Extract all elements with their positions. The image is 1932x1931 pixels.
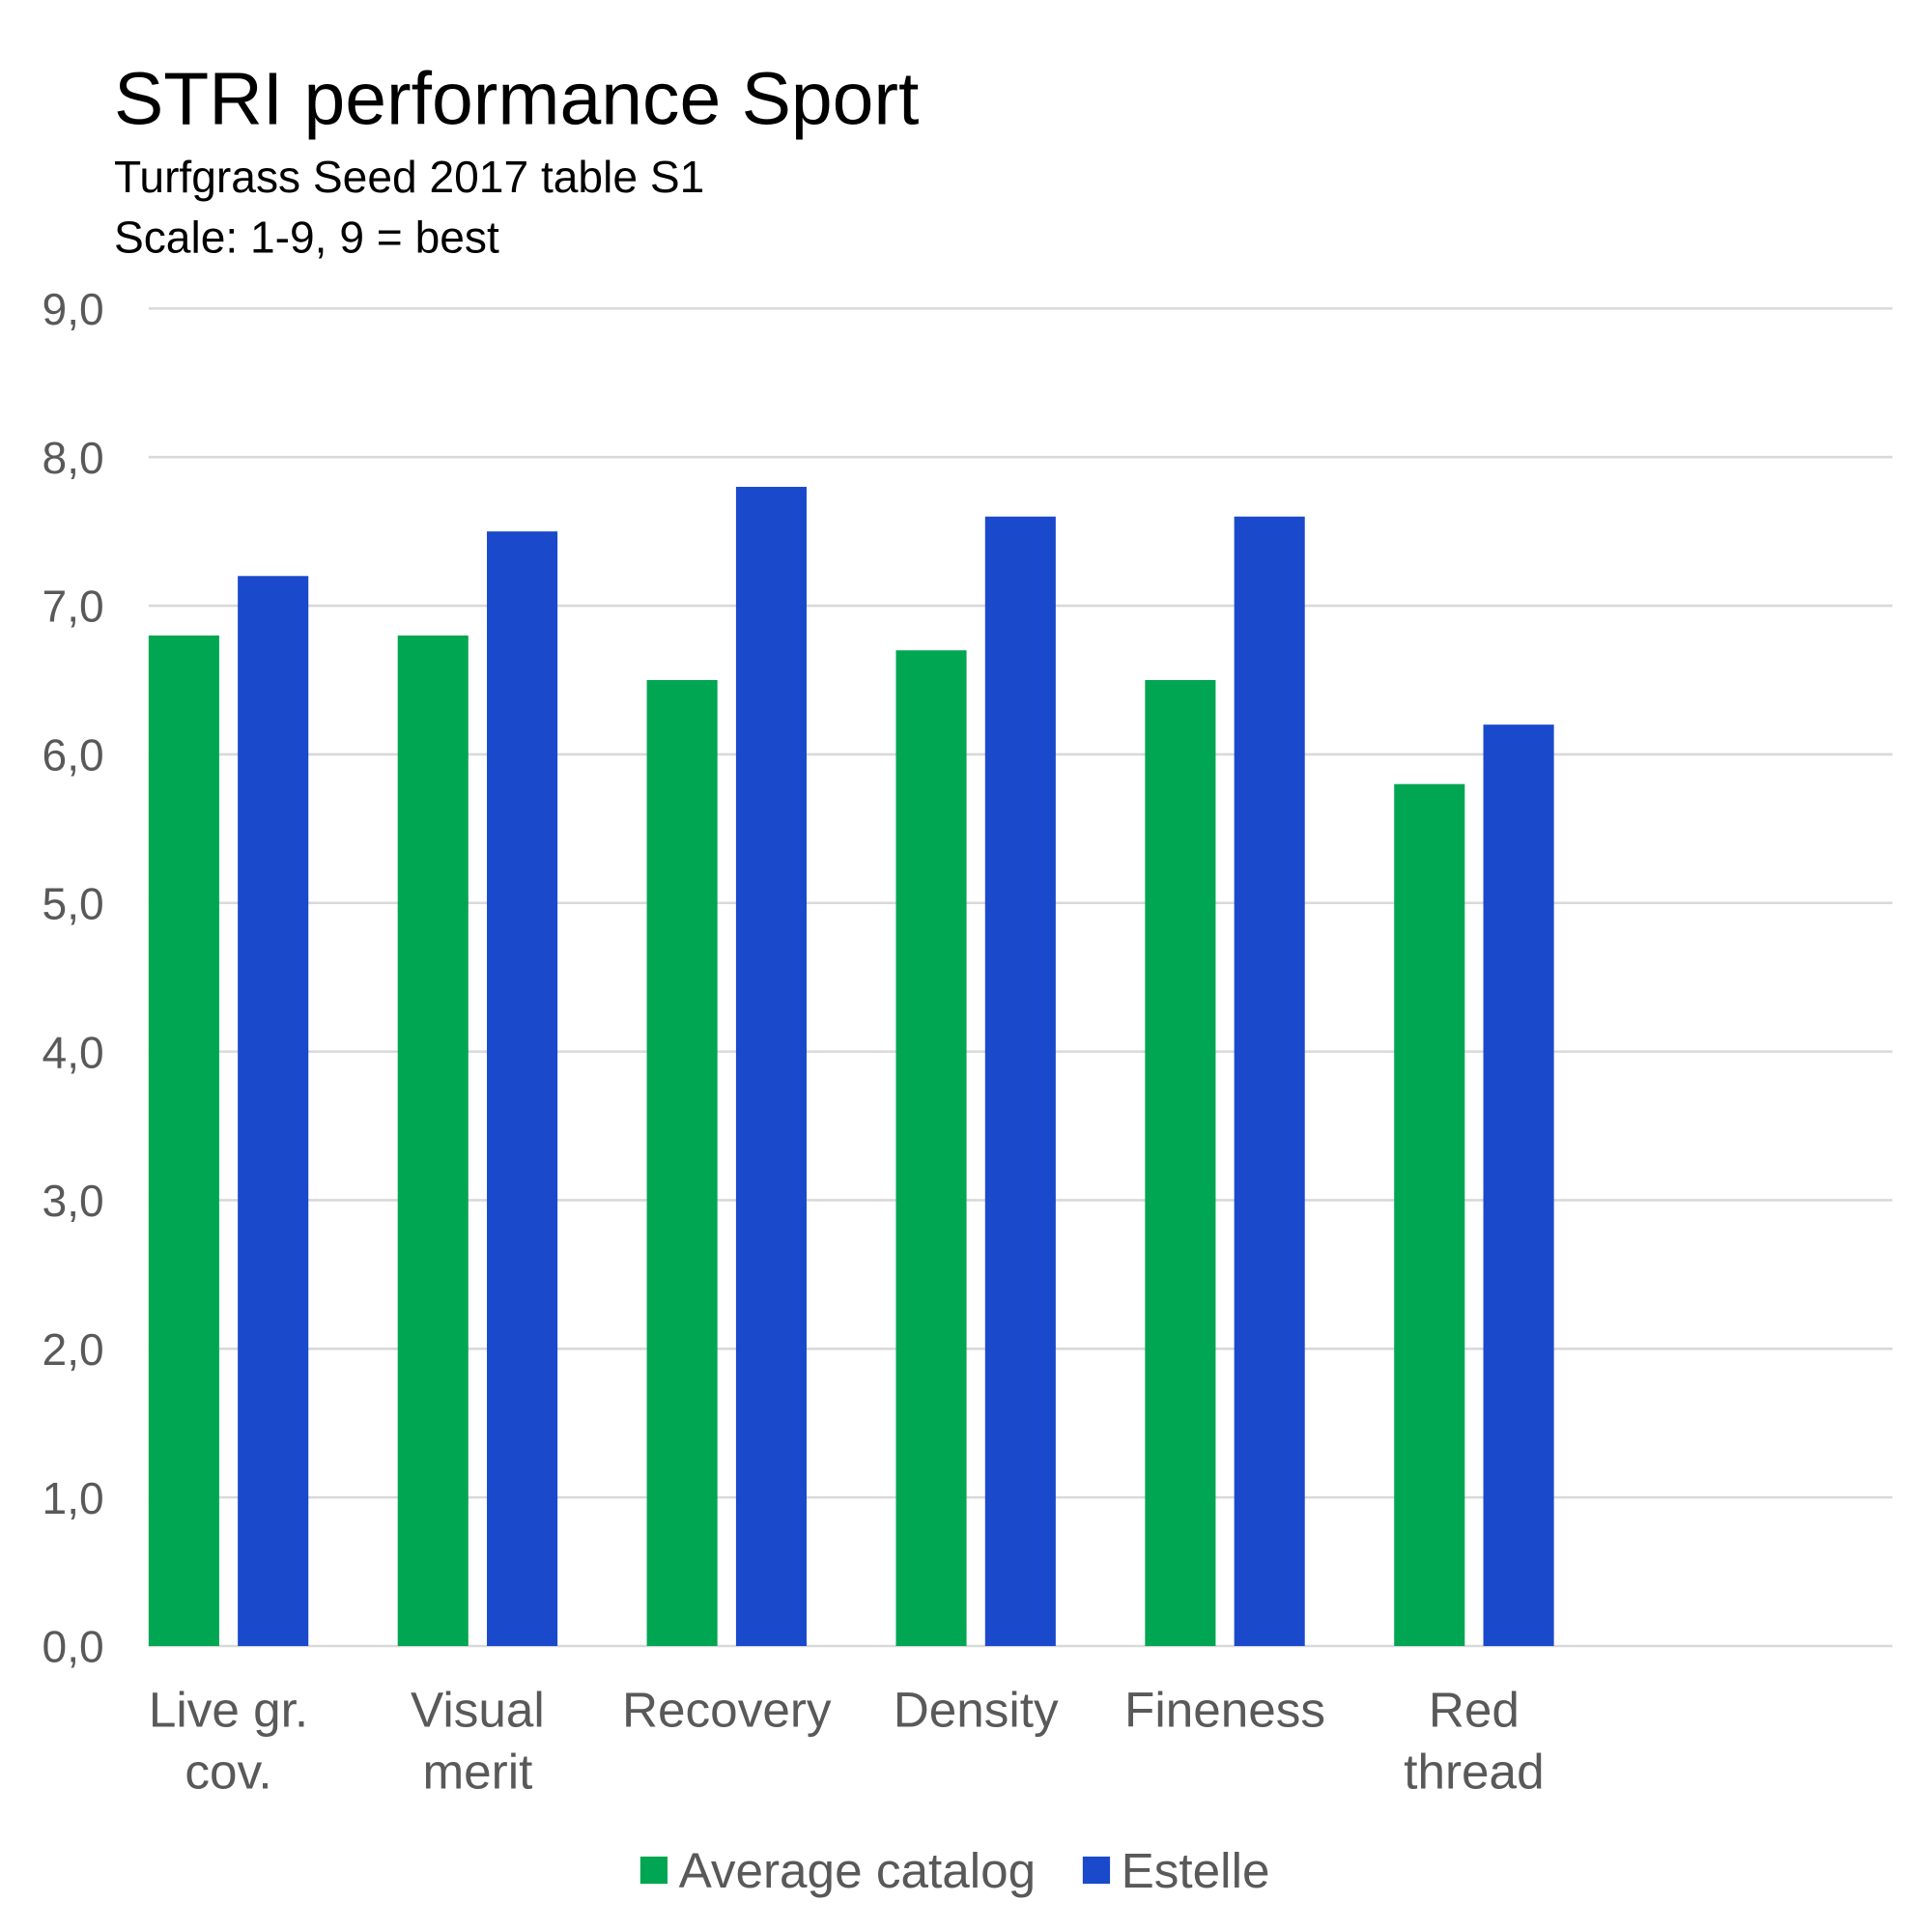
bar-average-catalog <box>1145 679 1216 1646</box>
legend-label: Estelle <box>1122 1843 1270 1898</box>
x-category-label: Visual <box>411 1682 545 1737</box>
legend-swatch <box>639 1856 668 1885</box>
chart-title: STRI performance Sport <box>114 57 919 140</box>
legend-label: Average catalog <box>679 1843 1037 1898</box>
x-category-label: Density <box>894 1682 1059 1737</box>
y-tick-label: 5,0 <box>43 878 104 928</box>
y-tick-label: 6,0 <box>43 730 104 781</box>
y-tick-label: 3,0 <box>43 1176 104 1226</box>
bar-average-catalog <box>646 679 718 1646</box>
x-category-label: merit <box>422 1744 532 1799</box>
x-category-label: Recovery <box>622 1682 832 1737</box>
legend-swatch <box>1082 1856 1111 1885</box>
bar-estelle <box>735 486 807 1646</box>
bar-estelle <box>1483 724 1554 1646</box>
y-tick-label: 9,0 <box>43 284 104 334</box>
chart-subtitle-2: Scale: 1-9, 9 = best <box>114 213 499 263</box>
bar-average-catalog <box>895 650 967 1646</box>
y-tick-label: 1,0 <box>43 1473 104 1523</box>
x-category-label: thread <box>1404 1744 1544 1799</box>
chart-subtitle-1: Turfgrass Seed 2017 table S1 <box>114 152 704 202</box>
bar-average-catalog <box>397 635 469 1646</box>
bar-estelle <box>984 516 1056 1646</box>
x-category-label: Fineness <box>1124 1682 1325 1737</box>
y-tick-label: 7,0 <box>43 582 104 632</box>
x-category-label: Live gr. <box>149 1682 308 1737</box>
y-tick-label: 8,0 <box>43 433 104 483</box>
y-tick-label: 0,0 <box>43 1622 104 1672</box>
x-category-label: Red <box>1429 1682 1520 1737</box>
bar-estelle <box>487 531 558 1646</box>
y-tick-label: 2,0 <box>43 1324 104 1375</box>
y-tick-label: 4,0 <box>43 1027 104 1077</box>
bar-average-catalog <box>1394 783 1465 1646</box>
bar-estelle <box>1234 516 1305 1646</box>
x-category-label: cov. <box>185 1744 271 1799</box>
bar-average-catalog <box>148 635 219 1646</box>
bar-estelle <box>238 576 309 1646</box>
